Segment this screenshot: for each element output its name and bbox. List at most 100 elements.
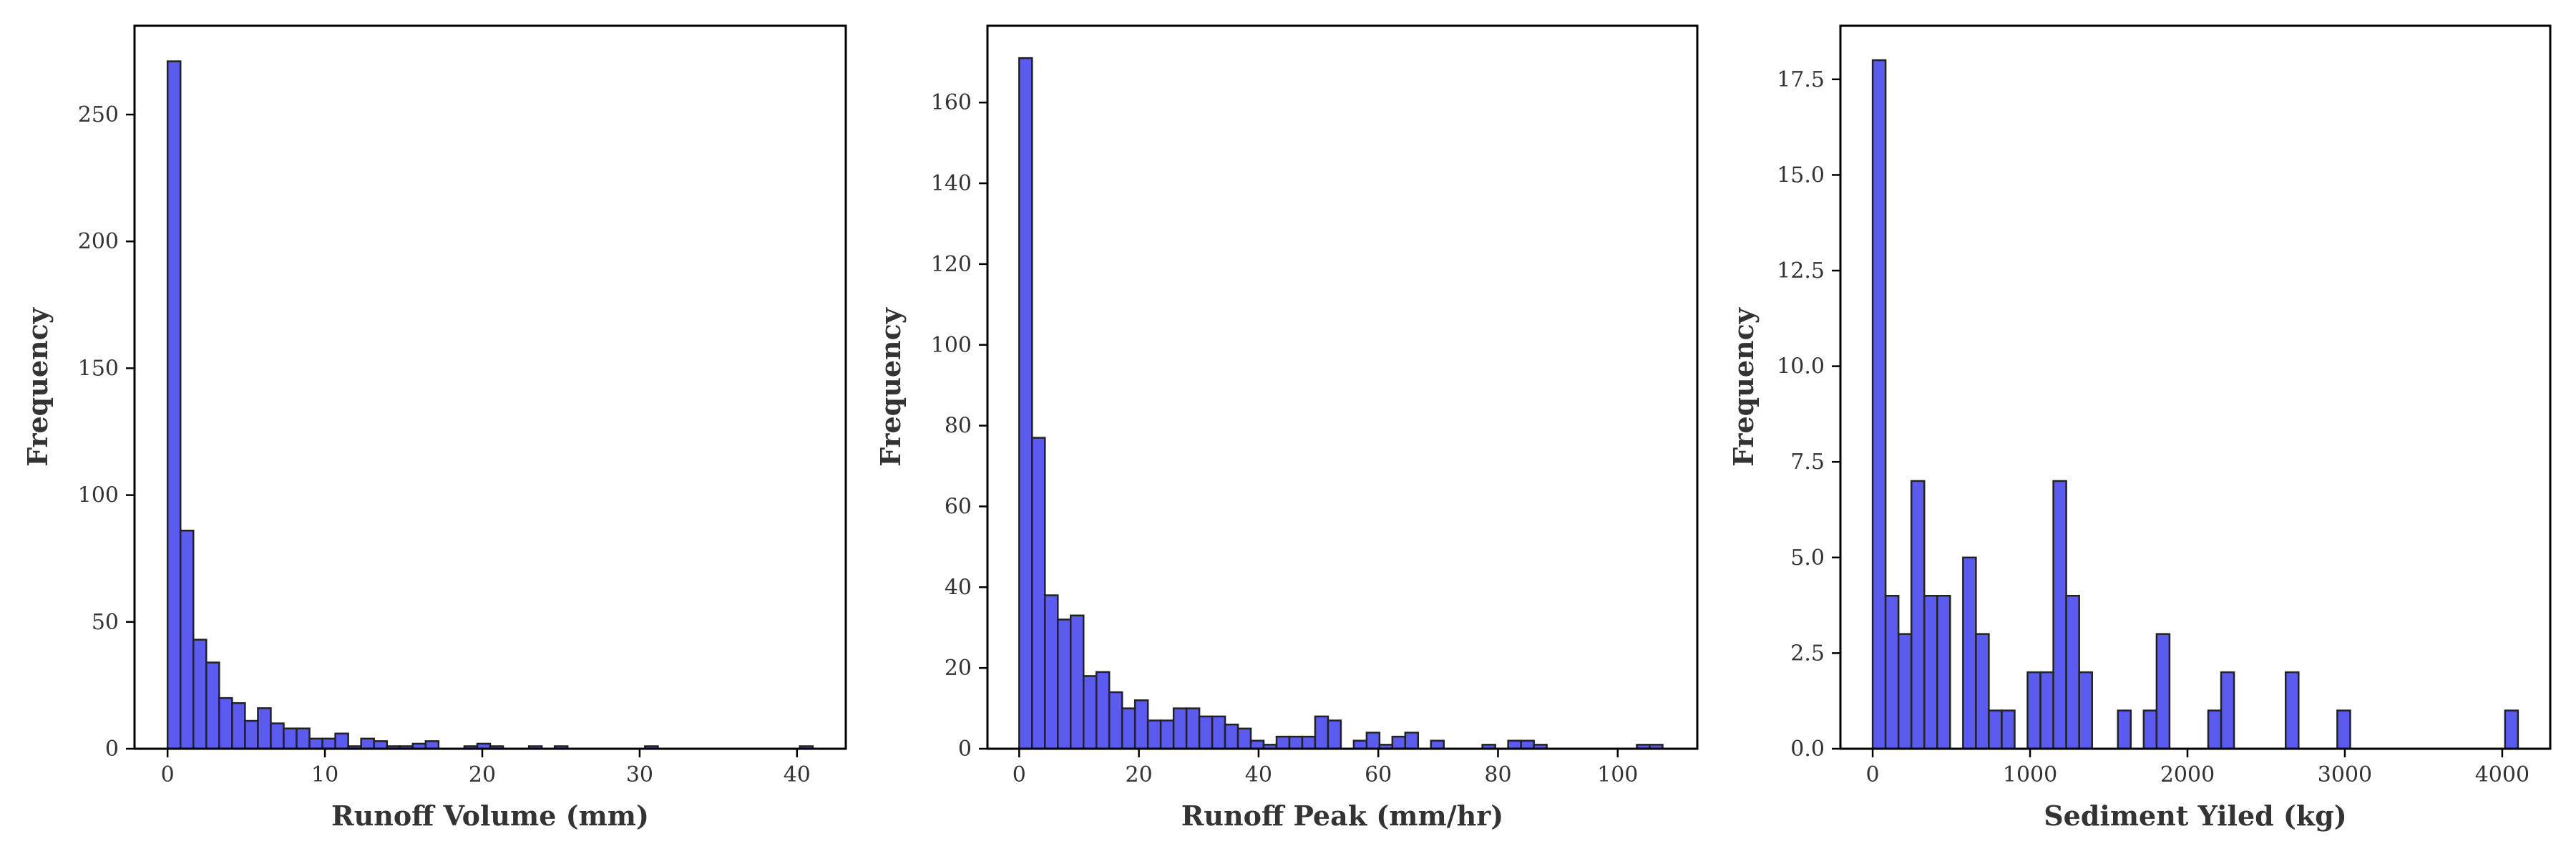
runoff-peak-y-tick-label: 40 xyxy=(945,575,972,600)
runoff-volume-plot-frame xyxy=(133,24,847,750)
runoff-volume-bar xyxy=(334,732,349,750)
runoff-peak-bar xyxy=(1044,594,1059,750)
sediment-yield-bar xyxy=(1871,59,1887,750)
sediment-yield-bar xyxy=(2117,709,2132,750)
runoff-peak-bar xyxy=(1327,719,1342,750)
runoff-peak-bar xyxy=(1018,57,1033,750)
sediment-yield-x-tick-label: 4000 xyxy=(2475,762,2529,787)
runoff-volume-y-axis-title: Frequency xyxy=(21,307,54,467)
runoff-volume-y-tick-label: 50 xyxy=(92,610,119,635)
runoff-peak-x-tick-label: 40 xyxy=(1245,762,1272,787)
runoff-volume-y-tick-label: 250 xyxy=(78,102,119,127)
runoff-peak-bar xyxy=(1159,719,1175,750)
sediment-yield-y-tick-label: 2.5 xyxy=(1790,641,1825,666)
sediment-yield-x-tick-label: 0 xyxy=(1866,762,1880,787)
runoff-peak-y-axis-title: Frequency xyxy=(874,307,907,467)
runoff-peak-x-tick-label: 80 xyxy=(1484,762,1511,787)
runoff-volume-y-tick-label: 150 xyxy=(78,356,119,381)
runoff-peak-y-tick-label: 60 xyxy=(945,494,972,519)
runoff-peak-bar xyxy=(1121,707,1136,750)
runoff-volume-y-tick-label: 0 xyxy=(105,737,119,762)
runoff-volume-bar xyxy=(373,740,388,750)
runoff-peak-bar xyxy=(1365,732,1381,750)
runoff-peak-bar xyxy=(1211,715,1226,750)
runoff-peak-plot-frame xyxy=(986,24,1699,750)
runoff-peak-y-tick-label: 120 xyxy=(931,252,972,277)
runoff-peak-bar xyxy=(1314,715,1330,750)
runoff-volume-panel: 0 10 20 30 40 0 50 100 150 200 250 Runoff Volume (m… xyxy=(21,24,847,832)
runoff-volume-bar xyxy=(205,661,220,750)
sediment-yield-bar xyxy=(2220,671,2235,750)
runoff-peak-bar xyxy=(1507,739,1522,750)
runoff-volume-x-tick-label: 0 xyxy=(161,762,175,787)
runoff-volume-bar xyxy=(166,60,182,750)
runoff-volume-y-tick-label: 100 xyxy=(78,483,119,508)
sediment-yield-bar xyxy=(2001,709,2016,750)
runoff-peak-y-tick-label: 100 xyxy=(931,333,972,358)
sediment-yield-plot-frame xyxy=(1839,24,2552,750)
sediment-yield-y-tick-label: 15.0 xyxy=(1777,162,1825,188)
runoff-peak-bar xyxy=(1070,614,1085,750)
runoff-peak-bar xyxy=(1249,739,1265,750)
sediment-yield-bar xyxy=(2052,480,2067,750)
runoff-volume-bar xyxy=(179,529,195,750)
sediment-yield-x-tick-label: 2000 xyxy=(2160,762,2215,787)
runoff-peak-x-axis-title: Runoff Peak (mm/hr) xyxy=(1181,800,1503,832)
sediment-yield-y-axis-title: Frequency xyxy=(1727,307,1760,467)
sediment-yield-bar xyxy=(1988,709,2003,750)
sediment-yield-bar xyxy=(1897,633,1913,750)
runoff-peak-bar xyxy=(1095,671,1111,750)
runoff-peak-bar xyxy=(1057,618,1072,750)
sediment-yield-bar xyxy=(1936,594,1951,750)
runoff-peak-bar xyxy=(1031,437,1046,750)
runoff-peak-y-tick-label: 140 xyxy=(931,171,972,196)
runoff-peak-bar xyxy=(1404,732,1420,750)
runoff-volume-bar xyxy=(218,697,233,750)
runoff-volume-bar xyxy=(360,737,375,750)
sediment-yield-y-tick-label: 10.0 xyxy=(1777,354,1825,379)
sediment-yield-bar xyxy=(2026,671,2041,750)
sediment-yield-bar xyxy=(2207,709,2223,750)
sediment-yield-y-tick-label: 7.5 xyxy=(1790,450,1825,475)
runoff-peak-bar xyxy=(1275,735,1291,750)
runoff-peak-x-tick-label: 60 xyxy=(1365,762,1392,787)
runoff-peak-y-tick-label: 20 xyxy=(945,656,972,681)
runoff-volume-bar xyxy=(296,727,311,750)
runoff-peak-bar xyxy=(1185,707,1201,750)
runoff-peak-y-tick-label: 0 xyxy=(958,737,972,762)
runoff-volume-bar xyxy=(244,719,259,750)
runoff-volume-bar xyxy=(283,727,298,750)
runoff-peak-x-tick-label: 20 xyxy=(1126,762,1153,787)
runoff-peak-y-tick-label: 160 xyxy=(931,90,972,115)
sediment-yield-bar xyxy=(2142,709,2158,750)
sediment-yield-bar xyxy=(2336,709,2351,750)
sediment-yield-bar xyxy=(2285,671,2300,750)
runoff-peak-x-tick-label: 100 xyxy=(1597,762,1638,787)
runoff-peak-bar xyxy=(1146,719,1162,750)
runoff-volume-bar xyxy=(270,722,285,750)
runoff-volume-x-tick-label: 20 xyxy=(469,762,496,787)
runoff-peak-bar xyxy=(1352,739,1368,750)
runoff-volume-x-tick-label: 10 xyxy=(311,762,338,787)
sediment-yield-y-tick-label: 5.0 xyxy=(1790,545,1825,571)
sediment-yield-y-tick-label: 12.5 xyxy=(1777,258,1825,283)
sediment-yield-panel: 0 1000 2000 3000 4000 0.0 2.5 5.0 7.5 10.0 12.5 15.… xyxy=(1727,24,2552,832)
sediment-yield-bar xyxy=(1910,480,1926,750)
runoff-peak-bar xyxy=(1520,739,1535,750)
sediment-yield-bar xyxy=(2078,671,2093,750)
sediment-yield-bar xyxy=(1923,594,1938,750)
sediment-yield-bar xyxy=(1884,594,1900,750)
sediment-yield-bar xyxy=(1975,633,1990,750)
sediment-yield-bar xyxy=(2504,709,2519,750)
runoff-peak-x-tick-label: 0 xyxy=(1013,762,1026,787)
runoff-peak-bar xyxy=(1082,675,1098,750)
runoff-volume-bar xyxy=(424,740,440,750)
sediment-yield-bar xyxy=(2155,633,2171,750)
sediment-yield-y-tick-label: 0.0 xyxy=(1790,737,1825,762)
runoff-peak-bar xyxy=(1236,727,1252,750)
sediment-yield-bar xyxy=(2065,594,2080,750)
runoff-volume-bar xyxy=(308,737,323,750)
runoff-volume-y-tick-label: 200 xyxy=(78,229,119,254)
runoff-volume-x-tick-label: 30 xyxy=(626,762,653,787)
